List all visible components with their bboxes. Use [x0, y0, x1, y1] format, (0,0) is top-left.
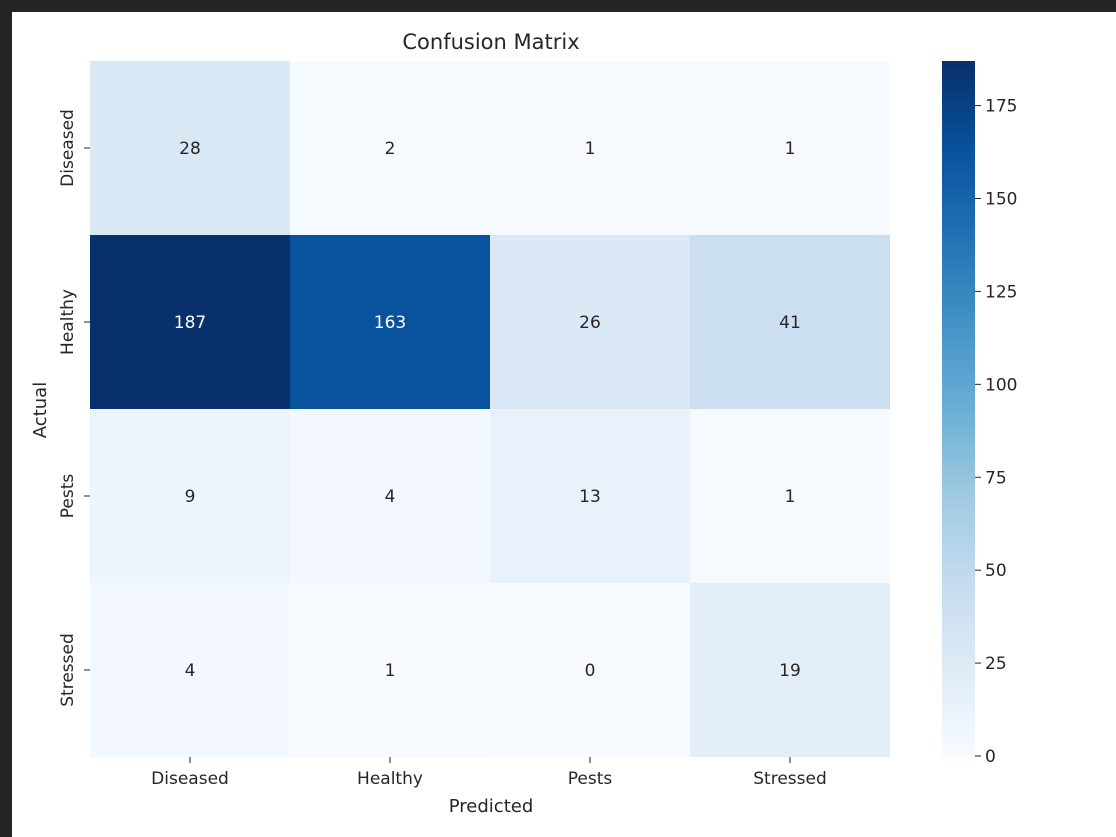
- heatmap-cell: [90, 409, 290, 583]
- y-tick-label: Pests: [58, 474, 78, 519]
- heatmap-cell: [90, 583, 290, 757]
- cell-value-label: 9: [185, 487, 196, 507]
- heatmap-cell: [690, 61, 890, 235]
- colorbar-tick-label: 100: [985, 375, 1017, 395]
- x-tick-label: Pests: [568, 769, 613, 789]
- colorbar: 0 25 50 75 100 125 150 175: [942, 61, 1017, 767]
- heatmap-cell: [690, 235, 890, 409]
- cell-value-label: 0: [585, 661, 596, 681]
- colorbar-tick-label: 0: [985, 747, 996, 767]
- heatmap-cell: [490, 583, 690, 757]
- heatmap-cell: [290, 583, 490, 757]
- colorbar-tick-label: 150: [985, 190, 1017, 210]
- colorbar-tick-label: 175: [985, 97, 1017, 117]
- chart-title: Confusion Matrix: [402, 30, 579, 54]
- cell-value-label: 13: [579, 487, 601, 507]
- cell-value-label: 4: [185, 661, 196, 681]
- cell-value-label: 41: [779, 313, 801, 333]
- y-axis-label: Actual: [30, 382, 51, 438]
- colorbar-tick-label: 75: [985, 468, 1007, 488]
- heatmap-cell: [690, 583, 890, 757]
- x-tick-label: Healthy: [357, 769, 423, 789]
- cell-value-label: 1: [585, 139, 596, 159]
- cell-value-label: 1: [785, 487, 796, 507]
- cell-value-label: 28: [179, 139, 201, 159]
- colorbar-ticks: 0 25 50 75 100 125 150 175: [975, 97, 1017, 767]
- heatmap-cell: [290, 409, 490, 583]
- cell-value-label: 1: [785, 139, 796, 159]
- colorbar-gradient: [942, 61, 975, 756]
- figure-canvas: Confusion Matrix 28 2 1 1 187 163 26 41 9 4 13 1 4 1 0…: [12, 12, 1116, 837]
- y-tick-label: Stressed: [58, 633, 78, 707]
- y-tick-label: Healthy: [58, 289, 78, 355]
- cell-value-label: 187: [174, 313, 206, 333]
- cell-value-label: 26: [579, 313, 601, 333]
- cell-value-label: 1: [385, 661, 396, 681]
- heatmap-cell: [290, 235, 490, 409]
- cell-value-label: 4: [385, 487, 396, 507]
- colorbar-tick-label: 50: [985, 561, 1007, 581]
- heatmap-cell: [490, 61, 690, 235]
- colorbar-tick-label: 25: [985, 654, 1007, 674]
- y-tick-label: Diseased: [58, 109, 78, 187]
- heatmap-cell: [90, 61, 290, 235]
- x-axis: Diseased Healthy Pests Stressed: [151, 757, 827, 789]
- heatmap-cell: [490, 409, 690, 583]
- y-axis: Diseased Healthy Pests Stressed: [58, 109, 90, 707]
- heatmap-cell: [490, 235, 690, 409]
- cell-value-label: 19: [779, 661, 801, 681]
- heatmap-cell: [90, 235, 290, 409]
- heatmap-cell: [290, 61, 490, 235]
- x-tick-label: Stressed: [753, 769, 827, 789]
- cell-value-label: 163: [374, 313, 406, 333]
- cell-value-label: 2: [385, 139, 396, 159]
- heatmap-cell: [690, 409, 890, 583]
- colorbar-tick-label: 125: [985, 282, 1017, 302]
- x-axis-label: Predicted: [449, 796, 534, 817]
- x-tick-label: Diseased: [151, 769, 229, 789]
